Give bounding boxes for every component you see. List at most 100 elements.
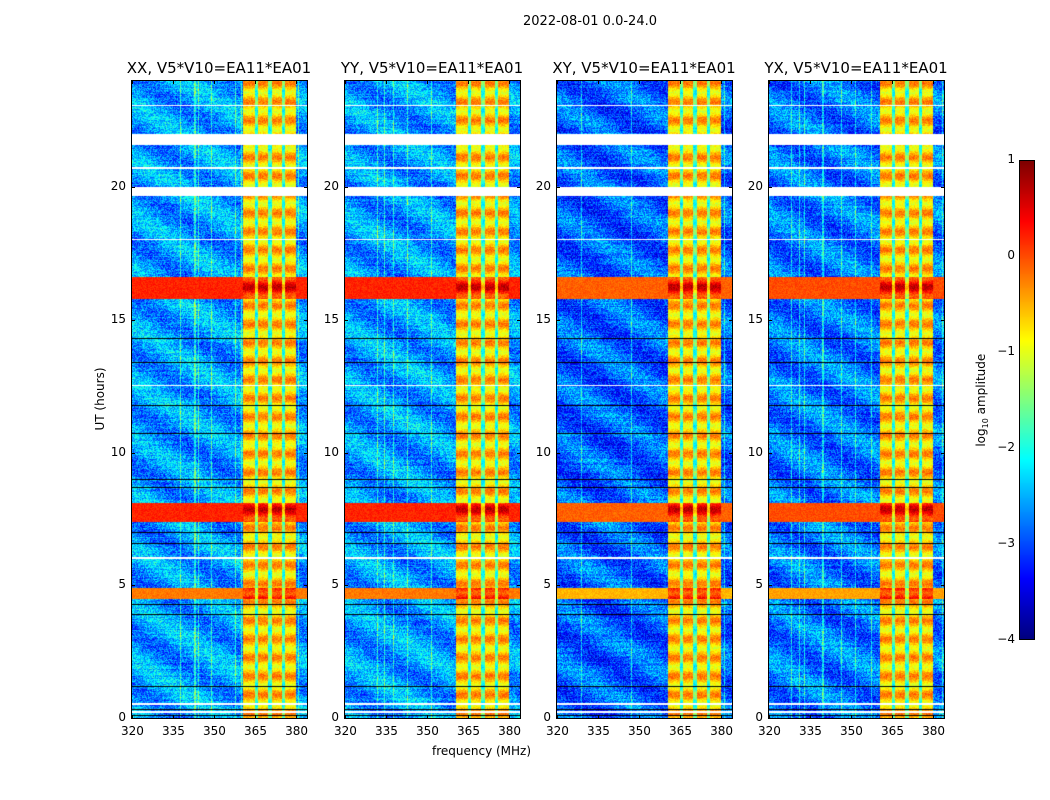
heatmap-image xyxy=(345,81,520,718)
x-tick-mark xyxy=(810,715,812,719)
panel-title: YY, V5*V10=EA11*EA01 xyxy=(340,59,524,77)
x-tick-mark xyxy=(386,715,388,719)
y-tick-mark xyxy=(768,452,772,454)
y-tick-label: 5 xyxy=(118,577,126,592)
x-tick-mark xyxy=(639,715,641,719)
y-tick-label: 0 xyxy=(331,710,339,724)
x-tick-mark xyxy=(468,80,470,84)
y-tick-mark xyxy=(941,718,945,719)
colorbar-label-sub: 10 xyxy=(981,418,991,429)
y-tick-mark xyxy=(517,585,521,587)
y-tick-mark xyxy=(344,452,348,454)
x-tick-mark xyxy=(296,80,298,84)
x-tick-mark xyxy=(892,80,894,84)
x-tick-mark xyxy=(598,715,600,719)
x-tick-label: 365 xyxy=(669,724,692,738)
colorbar xyxy=(1019,160,1035,640)
y-tick-mark xyxy=(768,585,772,587)
y-tick-mark xyxy=(729,718,733,719)
x-tick-mark xyxy=(345,715,346,719)
x-tick-label: 350 xyxy=(628,724,651,738)
y-tick-label: 0 xyxy=(118,710,126,724)
y-tick-mark xyxy=(768,718,772,719)
x-tick-mark xyxy=(509,80,511,84)
x-tick-mark xyxy=(680,80,682,84)
y-tick-label: 15 xyxy=(323,311,339,326)
spectrogram-panel-3 xyxy=(768,80,945,719)
y-tick-mark xyxy=(131,452,135,454)
colorbar-label: log10 amplitude xyxy=(974,345,990,455)
x-tick-label: 335 xyxy=(375,724,398,738)
y-tick-label: 15 xyxy=(747,311,763,326)
x-tick-mark xyxy=(769,715,770,719)
x-tick-mark xyxy=(851,80,853,84)
x-tick-mark xyxy=(557,715,558,719)
x-tick-mark xyxy=(509,715,511,719)
x-tick-label: 365 xyxy=(881,724,904,738)
x-tick-mark xyxy=(933,80,935,84)
x-tick-mark xyxy=(680,715,682,719)
y-tick-mark xyxy=(941,187,945,189)
spectrogram-panel-2 xyxy=(556,80,733,719)
y-tick-mark xyxy=(344,187,348,189)
x-tick-label: 350 xyxy=(416,724,439,738)
x-tick-mark xyxy=(810,80,812,84)
heatmap-image xyxy=(557,81,732,718)
y-tick-mark xyxy=(304,718,308,719)
y-tick-label: 5 xyxy=(543,577,551,592)
y-tick-label: 20 xyxy=(323,179,339,194)
x-tick-mark xyxy=(214,80,216,84)
x-tick-label: 320 xyxy=(121,724,144,738)
y-tick-mark xyxy=(729,319,733,321)
y-tick-mark xyxy=(344,585,348,587)
colorbar-tick-label: −3 xyxy=(997,536,1015,550)
y-tick-mark xyxy=(941,452,945,454)
y-tick-mark xyxy=(517,187,521,189)
y-tick-label: 0 xyxy=(755,710,763,724)
x-tick-mark xyxy=(639,80,641,84)
y-tick-label: 0 xyxy=(543,710,551,724)
y-tick-mark xyxy=(304,319,308,321)
x-tick-mark xyxy=(132,715,133,719)
figure-title: 2022-08-01 0.0-24.0 xyxy=(523,14,657,29)
y-tick-mark xyxy=(768,319,772,321)
x-tick-mark xyxy=(386,80,388,84)
y-tick-mark xyxy=(344,319,348,321)
x-tick-label: 350 xyxy=(840,724,863,738)
y-tick-mark xyxy=(768,187,772,189)
x-tick-label: 365 xyxy=(244,724,267,738)
y-tick-mark xyxy=(131,585,135,587)
x-tick-mark xyxy=(769,80,770,84)
y-tick-mark xyxy=(941,585,945,587)
x-tick-label: 380 xyxy=(498,724,521,738)
x-tick-label: 365 xyxy=(457,724,480,738)
y-tick-label: 10 xyxy=(323,444,339,459)
colorbar-tick-label: −2 xyxy=(997,440,1015,454)
x-tick-mark xyxy=(892,715,894,719)
x-tick-mark xyxy=(296,715,298,719)
y-tick-label: 20 xyxy=(747,179,763,194)
x-tick-mark xyxy=(214,715,216,719)
x-tick-label: 335 xyxy=(799,724,822,738)
y-tick-label: 20 xyxy=(535,179,551,194)
y-tick-mark xyxy=(556,452,560,454)
y-tick-mark xyxy=(556,319,560,321)
x-tick-label: 320 xyxy=(546,724,569,738)
x-tick-label: 380 xyxy=(922,724,945,738)
colorbar-tick-label: −1 xyxy=(997,344,1015,358)
heatmap-image xyxy=(769,81,944,718)
x-tick-label: 380 xyxy=(285,724,308,738)
x-tick-mark xyxy=(468,715,470,719)
spectrogram-panel-0 xyxy=(131,80,308,719)
y-tick-mark xyxy=(556,585,560,587)
y-tick-mark xyxy=(556,718,560,719)
colorbar-tick-label: −4 xyxy=(997,632,1015,646)
x-tick-mark xyxy=(721,80,723,84)
y-tick-label: 10 xyxy=(535,444,551,459)
x-tick-label: 320 xyxy=(334,724,357,738)
y-tick-mark xyxy=(344,718,348,719)
spectrogram-panel-1 xyxy=(344,80,521,719)
x-tick-label: 335 xyxy=(162,724,185,738)
x-tick-mark xyxy=(255,80,257,84)
x-tick-mark xyxy=(255,715,257,719)
